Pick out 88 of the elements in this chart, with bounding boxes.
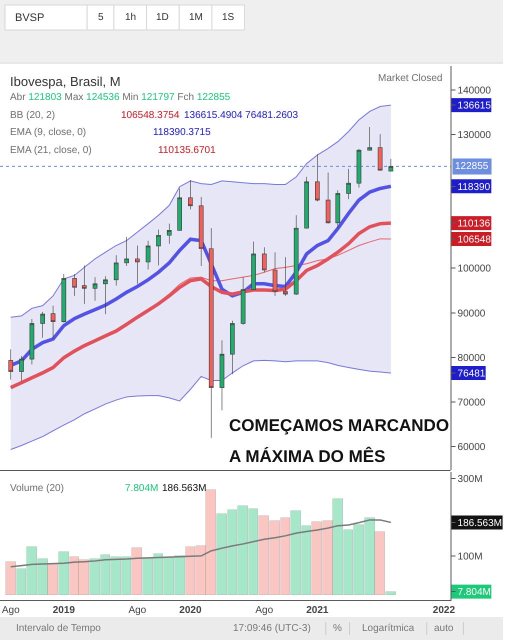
candlestick <box>61 274 66 323</box>
text: 1M <box>189 12 203 23</box>
annotation: Market Closed <box>378 73 442 84</box>
candlestick <box>230 320 235 375</box>
ref-line-label: 122855 <box>455 161 489 172</box>
candlestick <box>114 255 119 286</box>
y-tick-label: 100M <box>458 551 483 562</box>
candlestick <box>240 276 246 326</box>
annotation: EMA (9, close, 0) <box>10 127 86 138</box>
candlestick <box>146 240 150 270</box>
annotation: COMEÇAMOS MARCANDO A MÁXIMA DO MÊS <box>229 416 450 466</box>
candlestick <box>156 229 161 266</box>
x-tick-label: Ago <box>128 605 147 616</box>
candlestick <box>103 276 108 314</box>
line-series <box>10 104 392 318</box>
y-tick-label: 80000 <box>458 352 486 364</box>
text: Ibovespa, Brasil, M <box>10 74 121 89</box>
annotation: 7.804M <box>125 483 158 494</box>
candlestick <box>166 223 172 244</box>
y-tick-label: 300M <box>458 474 483 486</box>
candlestick <box>50 305 56 339</box>
candlestick <box>356 148 362 188</box>
candlestick <box>346 168 351 200</box>
text: Logarítmica <box>362 623 415 634</box>
x-tick-label: 2021 <box>306 605 329 616</box>
x-tick-label: 2020 <box>179 605 202 616</box>
candlestick <box>19 356 24 382</box>
y-tick-label: 136615 <box>458 100 492 112</box>
text: Intervalo de Tempo <box>16 623 102 634</box>
y-tick-label: 100000 <box>458 264 492 275</box>
y-tick-label: 76481 <box>458 368 486 380</box>
y-tick-label: 7.804M <box>458 587 491 598</box>
y-tick-label: 118390 <box>458 182 491 193</box>
y-tick-label: 106548 <box>458 234 492 246</box>
x-tick-label: Ago <box>2 605 20 616</box>
text: auto <box>434 623 454 634</box>
x-tick-label: 2022 <box>432 605 456 616</box>
line-series <box>10 519 392 568</box>
text: 17:09:46 (UTC-3) <box>233 623 311 634</box>
text: 1S <box>222 12 235 23</box>
annotation: 110135.6701 <box>158 145 216 156</box>
annotation: 106548.3754 <box>121 110 180 121</box>
annotation: 186.563M <box>162 483 206 494</box>
candlestick <box>72 274 77 296</box>
candlestick <box>315 154 320 202</box>
candlestick <box>198 196 204 266</box>
candlestick <box>208 228 214 438</box>
candlestick <box>220 340 224 411</box>
candlestick <box>335 190 340 228</box>
candlestick <box>188 180 193 210</box>
text: 1h <box>125 12 136 23</box>
candlestick <box>367 126 372 151</box>
annotation: BB (20, 2) <box>10 110 56 121</box>
candlestick <box>304 176 309 229</box>
candlestick <box>294 214 299 296</box>
candlestick <box>40 312 45 338</box>
annotation: EMA (21, close, 0) <box>10 145 92 156</box>
annotation: Volume (20) <box>10 483 64 494</box>
candlestick <box>262 246 267 273</box>
x-tick-label: Ago <box>255 605 274 616</box>
candlestick <box>30 318 34 365</box>
text: 1D <box>156 12 169 23</box>
annotation: 136615.4904 76481.2603 <box>184 110 298 121</box>
annotation: 118390.3715 <box>153 127 212 138</box>
candlestick <box>378 134 382 171</box>
text: BVSP <box>15 12 44 24</box>
text: 5 <box>98 12 104 23</box>
y-tick-label: 186.563M <box>458 518 502 529</box>
y-tick-label: 60000 <box>458 442 486 453</box>
text: % <box>333 623 342 634</box>
candlestick <box>8 348 14 380</box>
candlestick <box>251 241 256 290</box>
candlestick <box>92 276 98 302</box>
candlestick <box>388 158 394 172</box>
y-tick-label: 90000 <box>458 308 486 320</box>
candlestick <box>283 256 288 296</box>
x-tick-label: 2019 <box>52 605 76 616</box>
y-tick-label: 140000 <box>458 86 492 97</box>
candlestick <box>272 252 278 296</box>
candlestick <box>326 172 330 224</box>
candlestick <box>177 188 182 232</box>
annotation: Abr 121803 Max 124536 Min 121797 Fch 122855 <box>10 92 231 103</box>
y-tick-label: 110136 <box>458 218 491 230</box>
candlestick <box>124 236 129 266</box>
y-tick-label: 70000 <box>458 397 486 408</box>
candlestick <box>82 265 87 304</box>
y-tick-label: 130000 <box>458 130 492 142</box>
candlestick <box>135 245 140 284</box>
